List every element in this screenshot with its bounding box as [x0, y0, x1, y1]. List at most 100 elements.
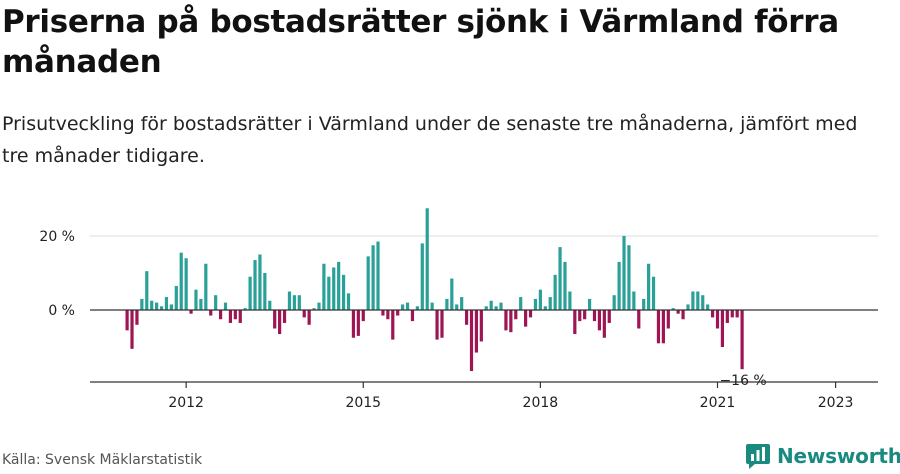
bar [199, 298, 203, 310]
bar [302, 310, 306, 318]
x-tick-label: 2018 [523, 395, 559, 411]
bar [686, 304, 690, 310]
bar [169, 304, 173, 310]
bar [278, 310, 282, 335]
bar [376, 241, 380, 310]
bar [430, 302, 434, 310]
bar [701, 295, 705, 310]
bar [676, 310, 680, 314]
bar [223, 302, 228, 310]
bar [514, 310, 518, 320]
bar [204, 263, 208, 310]
bar [460, 297, 464, 310]
bar [548, 297, 552, 310]
bar [612, 295, 616, 310]
bar [396, 310, 400, 316]
bar [273, 310, 277, 329]
bar [671, 308, 675, 310]
bar [691, 291, 695, 310]
bar [578, 310, 582, 322]
bar [391, 310, 395, 340]
bar [489, 300, 493, 310]
bar [622, 236, 626, 310]
last-value-label: −16 % [719, 373, 766, 389]
bar [730, 310, 734, 318]
bar [519, 297, 523, 310]
bar [184, 258, 188, 310]
bar [155, 302, 159, 310]
bar [533, 298, 538, 310]
bar [297, 295, 301, 310]
bar [740, 310, 744, 370]
bar [209, 310, 213, 316]
bar [263, 273, 267, 310]
bar [258, 254, 262, 310]
bar [346, 293, 351, 310]
bar [573, 310, 577, 335]
bar [450, 278, 454, 310]
bar [568, 291, 572, 310]
bar [238, 310, 242, 323]
bar [135, 310, 139, 325]
bar [607, 310, 611, 323]
bar [150, 300, 154, 310]
bar [218, 310, 223, 320]
bar [425, 208, 429, 310]
bar [233, 310, 237, 320]
bar [504, 310, 508, 331]
bar [312, 308, 316, 310]
bar [410, 310, 415, 322]
source-text: Källa: Svensk Mäklarstatistik [2, 452, 203, 468]
bar [145, 271, 149, 310]
bar [268, 300, 272, 310]
bar [656, 310, 661, 344]
bar [415, 306, 419, 310]
bar [327, 276, 331, 310]
bar [287, 291, 292, 310]
bar [642, 298, 646, 310]
y-tick-label: 0 % [48, 303, 75, 319]
bar [253, 260, 257, 310]
bar [602, 310, 606, 338]
bar [332, 267, 336, 310]
bar [381, 310, 385, 316]
bar [356, 310, 360, 336]
bar [179, 252, 183, 310]
bar [706, 304, 710, 310]
bar [337, 261, 341, 310]
bar [317, 302, 321, 310]
bar [681, 310, 685, 320]
newsworthy-logo-icon [746, 444, 770, 469]
bar [405, 302, 410, 310]
bar [617, 261, 621, 310]
bar [420, 243, 424, 310]
bar [725, 310, 729, 323]
bar [479, 310, 483, 342]
bar [563, 261, 567, 310]
bar [435, 310, 439, 340]
bar [538, 289, 542, 310]
bar [651, 276, 656, 310]
bar [464, 310, 469, 325]
bar [524, 310, 528, 327]
bar [592, 310, 597, 322]
bar [401, 304, 405, 310]
y-tick-label: 20 % [39, 229, 75, 245]
bar [647, 263, 651, 310]
bar [125, 310, 129, 331]
bar [597, 310, 602, 331]
bar [307, 310, 311, 325]
bar [474, 310, 479, 353]
bar [140, 298, 144, 310]
bar [228, 310, 233, 323]
bar [371, 245, 375, 310]
newsworthy-logo[interactable]: Newsworthy [745, 441, 900, 471]
bar [440, 310, 444, 338]
bar [455, 304, 459, 310]
bar [159, 306, 164, 310]
chart-title: Priserna på bostadsrätter sjönk i Värmla… [2, 4, 839, 80]
bar [445, 298, 449, 310]
bar [174, 285, 178, 310]
bar [214, 295, 218, 310]
bar [248, 276, 252, 310]
